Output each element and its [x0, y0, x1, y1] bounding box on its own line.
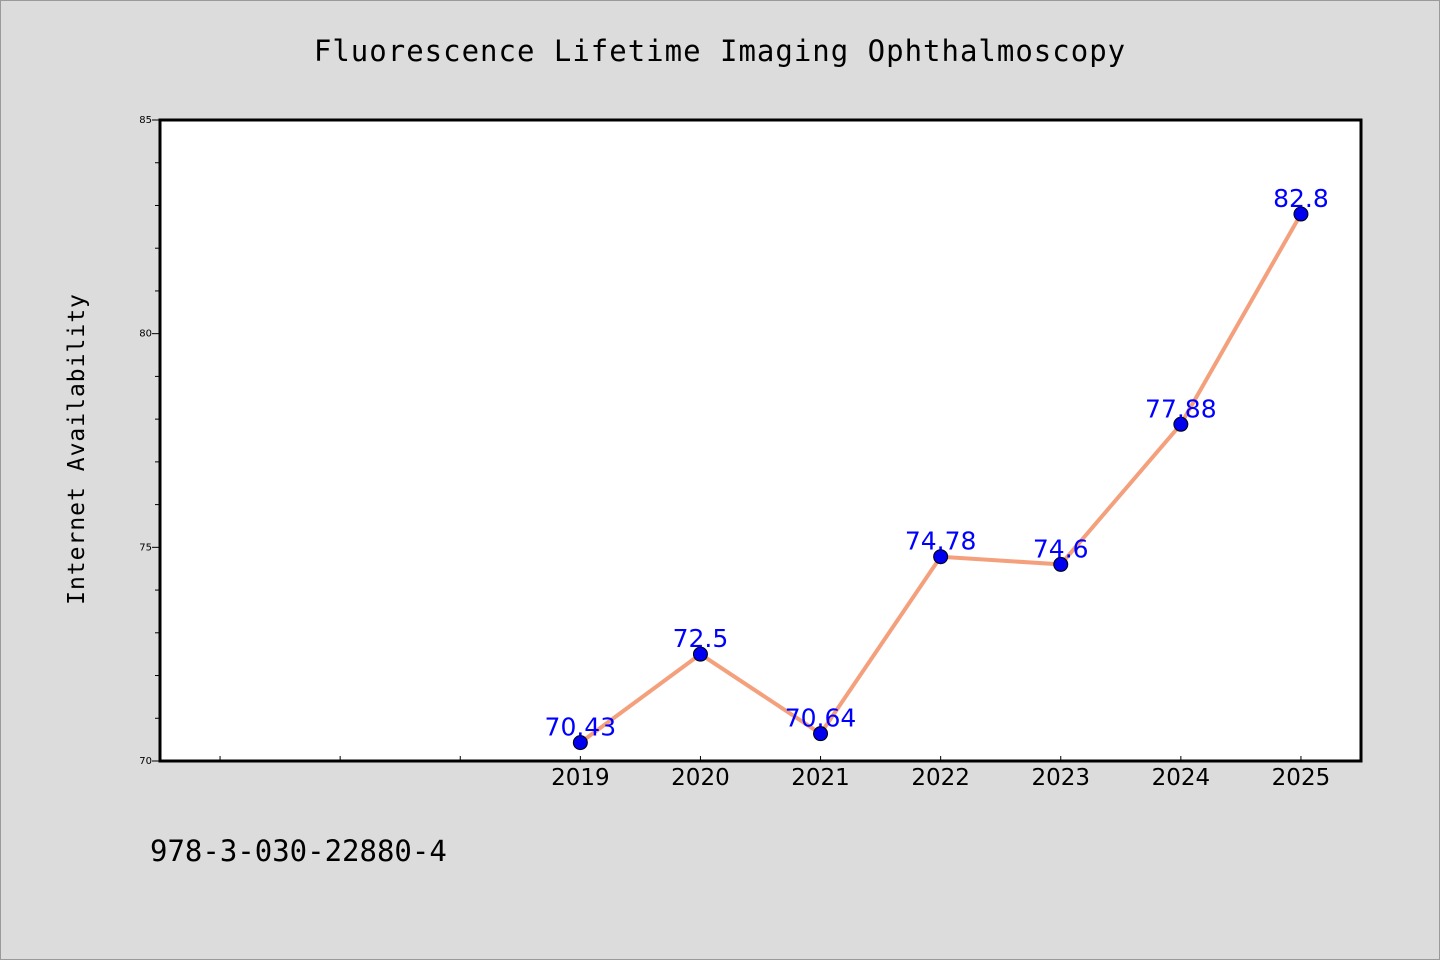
data-label: 70.43 — [545, 713, 617, 742]
y-tick-label: 70 — [139, 756, 152, 767]
data-point-marker — [1173, 416, 1189, 432]
data-labels: 70.43 72.5 70.64 74.78 74.6 77.88 82.8 — [545, 184, 1329, 742]
data-label: 74.6 — [1033, 534, 1089, 563]
data-point-marker — [572, 735, 588, 751]
data-label: 74.78 — [905, 527, 977, 556]
data-label: 72.5 — [673, 624, 729, 653]
x-tick-label: 2023 — [1031, 765, 1090, 791]
data-series — [572, 206, 1309, 751]
y-axis: 70 75 80 85 — [139, 115, 160, 767]
data-label: 77.88 — [1145, 394, 1217, 423]
isbn-code: 978-3-030-22880-4 — [150, 834, 447, 868]
data-point-marker — [692, 646, 708, 662]
data-label: 70.64 — [785, 704, 857, 733]
data-point-marker — [1293, 206, 1309, 222]
x-tick-label: 2025 — [1272, 765, 1331, 791]
y-tick-label: 85 — [139, 115, 152, 126]
plot-area — [158, 118, 1363, 763]
data-label: 82.8 — [1273, 184, 1329, 213]
x-tick-label: 2020 — [671, 765, 730, 791]
x-tick-label: 2022 — [911, 765, 970, 791]
x-tick-label: 2024 — [1152, 765, 1211, 791]
y-tick-label: 80 — [139, 329, 152, 340]
x-tick-label: 2019 — [551, 765, 610, 791]
data-point-marker — [933, 549, 949, 565]
y-tick-label: 75 — [139, 542, 152, 553]
chart-title: Fluorescence Lifetime Imaging Ophthalmos… — [313, 34, 1127, 68]
data-point-marker — [813, 726, 829, 742]
x-axis: 2019 2020 2021 2022 2023 2024 2025 — [219, 756, 1331, 791]
x-tick-label: 2021 — [791, 765, 850, 791]
data-point-marker — [1053, 556, 1069, 572]
